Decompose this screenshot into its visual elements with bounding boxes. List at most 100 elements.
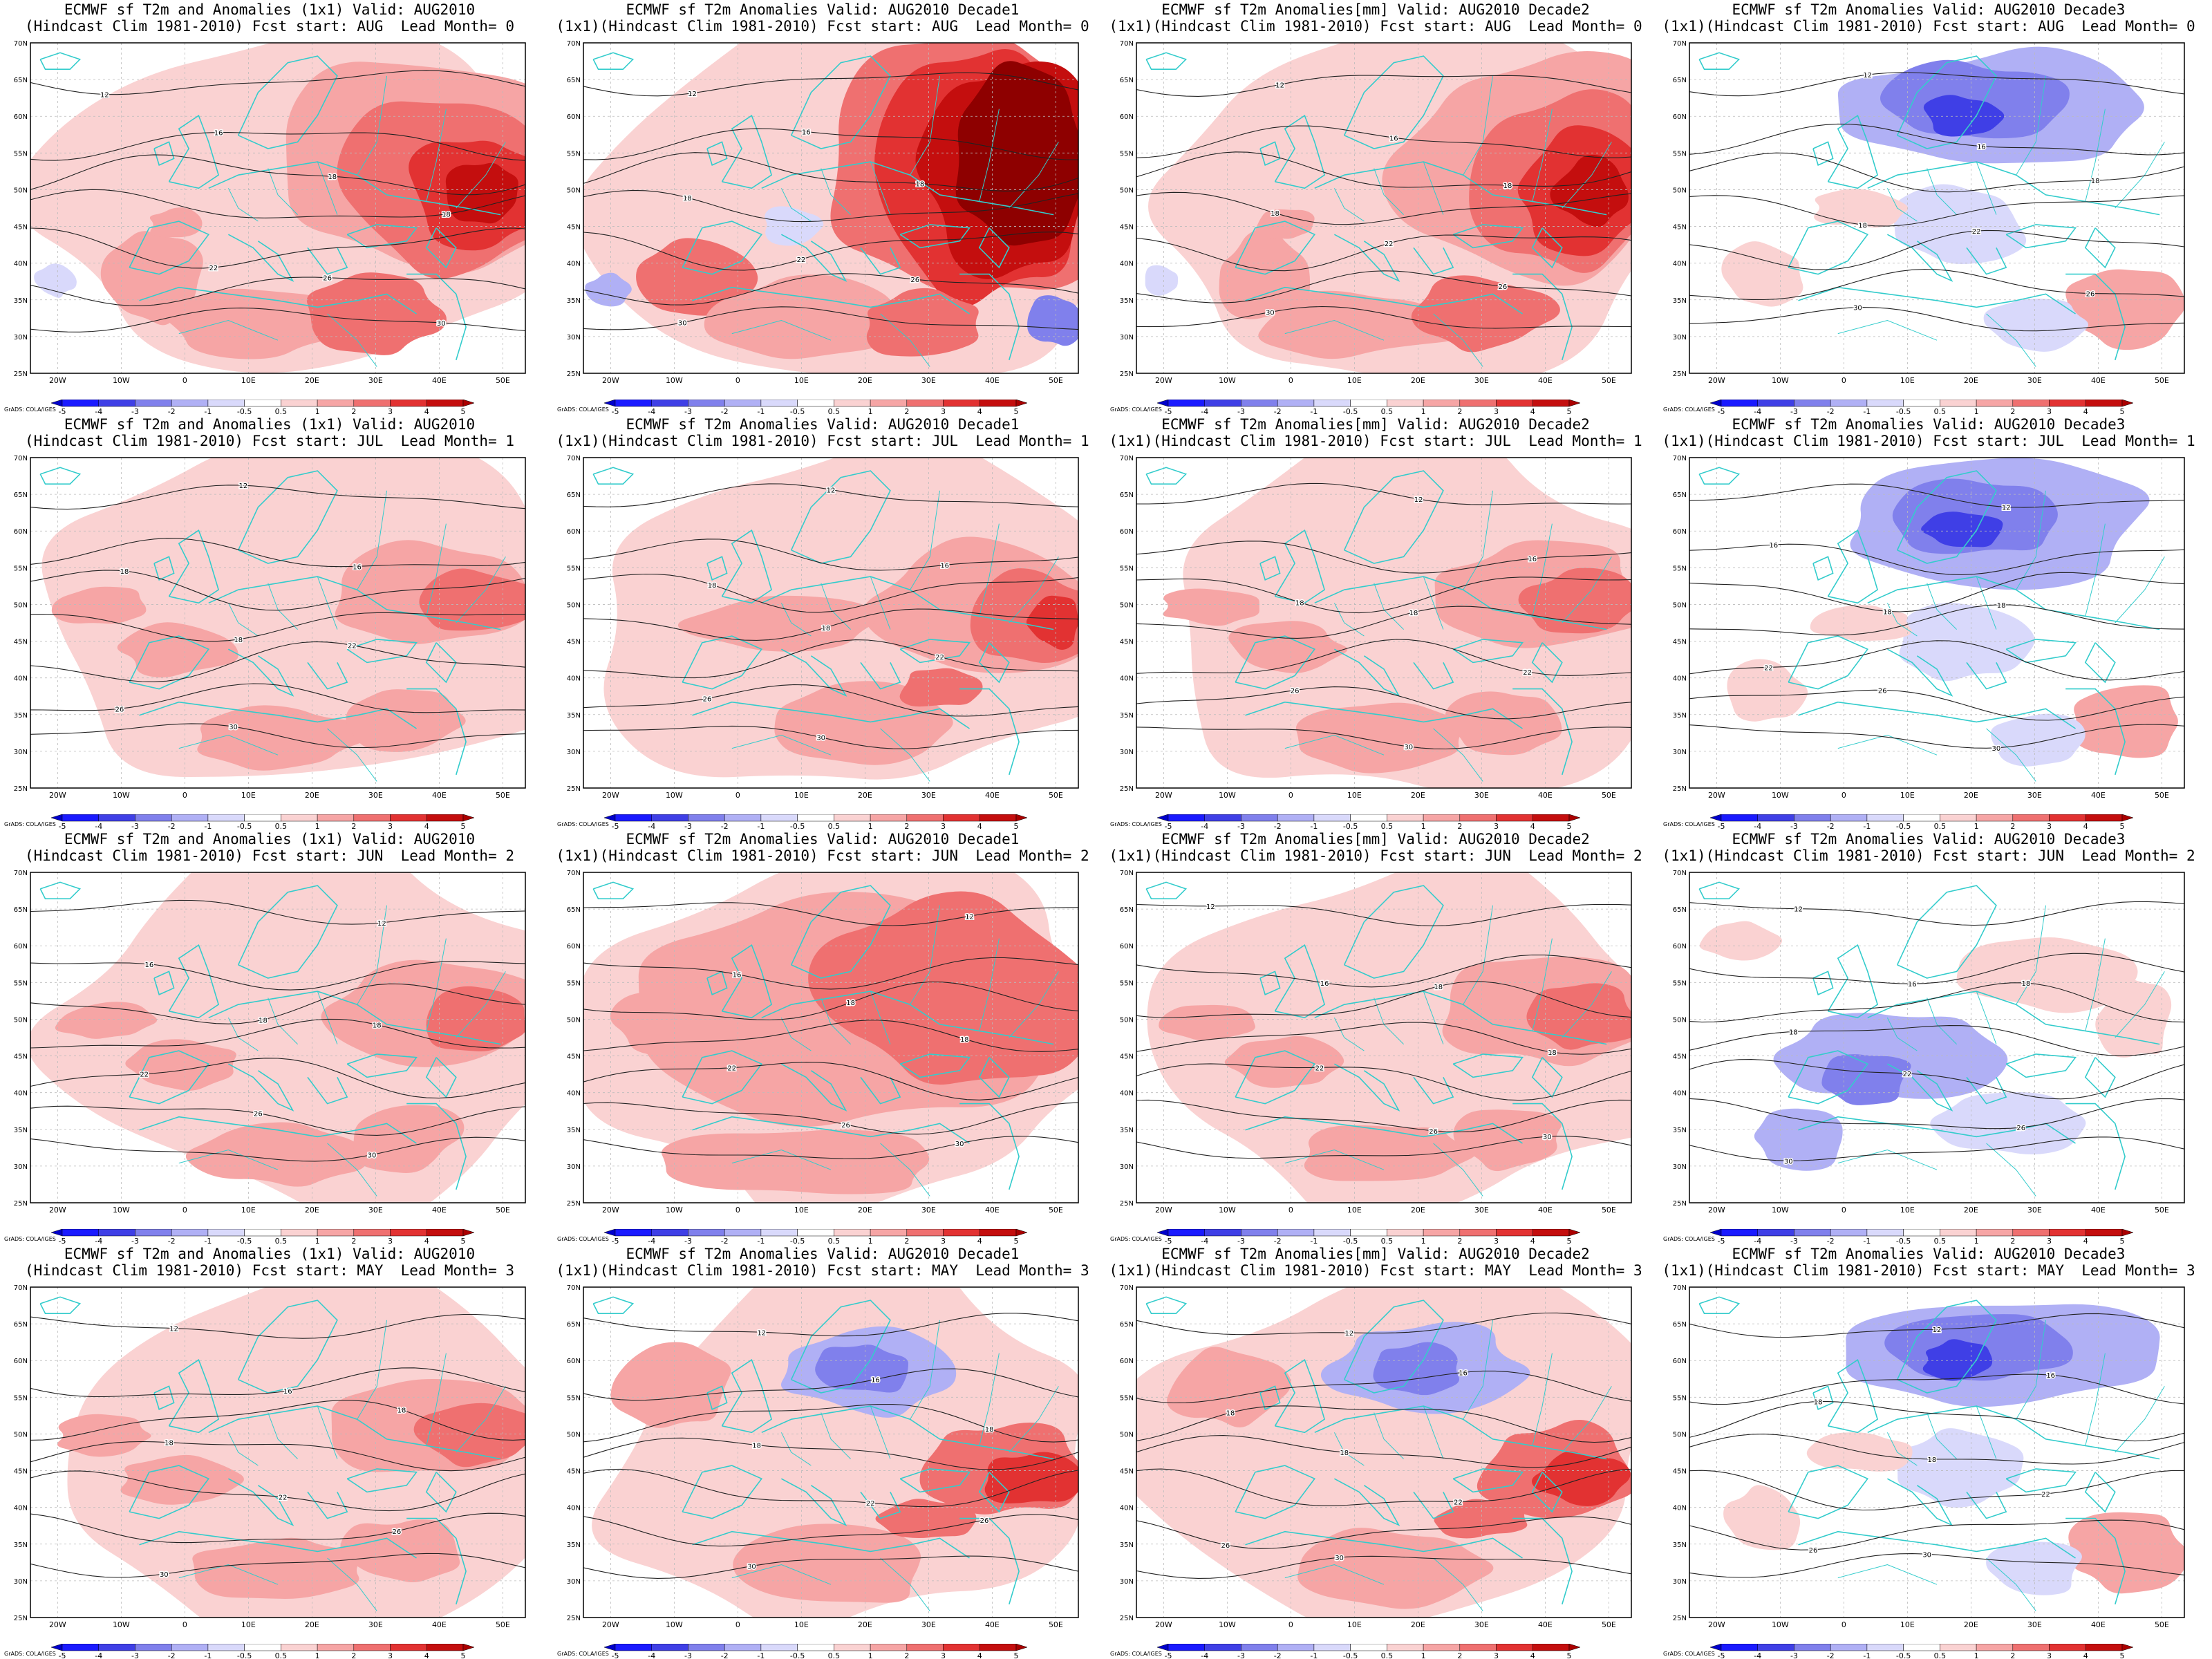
latitude-label: 60N (1673, 528, 1687, 536)
temperature-contour (1689, 953, 2184, 984)
colorbar-segment (688, 1644, 725, 1651)
anomaly-region (1721, 241, 1803, 307)
colorbar: -5 -4 -3 -2 -1 -0.5 0.5 1 2 3 4 5 (1156, 814, 1581, 830)
latitude-label: 40N (567, 1090, 581, 1098)
latitude-label: 50N (567, 601, 581, 609)
coastline (1788, 1465, 1869, 1519)
colorbar-label: -0.5 (1343, 1651, 1358, 1659)
contour-label: 18 (1814, 1398, 1823, 1406)
colorbar-label: -5 (1165, 407, 1172, 415)
colorbar-label: 2 (1457, 1651, 1462, 1659)
colorbar-segment (760, 400, 798, 407)
colorbar-left-triangle (50, 1229, 63, 1237)
contour-label: 12 (827, 487, 836, 494)
country-border (1976, 576, 1997, 630)
forecast-panel: ECMWF sf T2m and Anomalies (1x1) Valid: … (0, 1244, 553, 1659)
panel-title-line1: ECMWF sf T2m Anomalies[mm] Valid: AUG201… (1161, 1246, 1590, 1262)
colorbar-segment (906, 1644, 944, 1651)
colorbar-label: 2 (2010, 822, 2015, 830)
country-border (880, 728, 930, 782)
colorbar-label: -2 (721, 1237, 729, 1244)
temperature-contour (1136, 1099, 1631, 1133)
coastline (692, 701, 970, 729)
temperature-contour (1689, 1553, 2184, 1578)
longitude-label: 30E (368, 1206, 383, 1215)
temperature-contour (583, 725, 1078, 749)
colorbar-label: 1 (868, 1651, 873, 1659)
contour-label: 12 (688, 91, 697, 98)
latitude-label: 25N (1120, 785, 1134, 793)
colorbar-segment (797, 1644, 834, 1651)
colorbar-segment (1866, 1229, 1904, 1237)
colorbar-segment (1976, 400, 2014, 407)
panel-title-line2: (1x1)(Hindcast Clim 1981-2010) Fcst star… (556, 433, 1089, 449)
latitude-label: 35N (567, 712, 581, 720)
longitude-label: 40E (985, 1620, 1000, 1629)
longitude-label: 40E (2091, 376, 2106, 385)
colorbar-segment (2086, 1229, 2123, 1237)
temperature-contour (30, 70, 525, 95)
colorbar-segment (1168, 1644, 1205, 1651)
country-border (880, 1557, 930, 1611)
grads-credit: GrADS: COLA/IGES (4, 1236, 56, 1242)
longitude-label: 10W (113, 1206, 130, 1215)
colorbar-segment (834, 814, 871, 822)
latitude-label: 45N (567, 1468, 581, 1476)
colorbar-label: -4 (1201, 407, 1208, 415)
temperature-contour (1689, 229, 2184, 270)
longitude-label: 20W (602, 791, 619, 800)
contour-label: 16 (283, 1388, 292, 1396)
coastline (682, 1465, 763, 1519)
colorbar-segment (1757, 814, 1794, 822)
latitude-label: 40N (14, 1505, 28, 1512)
colorbar-segment (427, 814, 464, 822)
country-border (327, 1143, 377, 1197)
colorbar-segment (1168, 1229, 1205, 1237)
coastline (139, 1530, 417, 1559)
panel-title-line1: ECMWF sf T2m Anomalies[mm] Valid: AUG201… (1161, 831, 1590, 847)
colorbar-segment (1496, 1229, 1533, 1237)
colorbar-segment (317, 1229, 355, 1237)
anomaly-region (1810, 605, 1912, 641)
colorbar-segment (688, 400, 725, 407)
colorbar-segment (171, 400, 209, 407)
contour-label: 18 (1548, 1049, 1557, 1057)
latitude-label: 50N (1673, 601, 1687, 609)
latitude-label: 70N (567, 1284, 581, 1292)
colorbar-label: -3 (131, 1237, 139, 1244)
latitude-label: 30N (14, 1163, 28, 1171)
country-border (1433, 728, 1483, 782)
colorbar-segment (1794, 814, 1831, 822)
temperature-contour (1689, 268, 2184, 301)
colorbar: -5 -4 -3 -2 -1 -0.5 0.5 1 2 3 4 5 (50, 1229, 475, 1244)
contour-label: 30 (1992, 745, 2001, 753)
contour-label: 18 (1226, 1410, 1235, 1418)
coastline (899, 224, 971, 249)
coastline (899, 639, 971, 664)
latitude-label: 70N (1120, 1284, 1134, 1292)
country-border (178, 734, 279, 756)
contour-label: 22 (209, 265, 218, 272)
map-frame (30, 42, 526, 374)
contour-label: 18 (985, 1426, 994, 1434)
map-frame (1689, 42, 2185, 374)
longitude-label: 10W (666, 1620, 683, 1629)
latitude-label: 25N (14, 1200, 28, 1208)
coastline (1145, 52, 1188, 70)
colorbar-segment (870, 1644, 908, 1651)
country-border (227, 188, 259, 222)
temperature-contour (1136, 686, 1631, 720)
latitude-label: 55N (14, 1394, 28, 1402)
country-border (1837, 1149, 1938, 1170)
colorbar-label: -1 (204, 822, 212, 830)
colorbar-label: 0.5 (1381, 1651, 1394, 1659)
colorbar-label: 4 (424, 822, 429, 830)
colorbar-segment (1459, 814, 1497, 822)
map-frame (583, 872, 1079, 1203)
anomaly-region (733, 1524, 921, 1603)
anomaly-region (1304, 1125, 1476, 1181)
temperature-contour (583, 189, 1078, 223)
longitude-label: 30E (368, 1620, 383, 1629)
colorbar-label: 4 (977, 1237, 982, 1244)
colorbar-segment (244, 1229, 281, 1237)
